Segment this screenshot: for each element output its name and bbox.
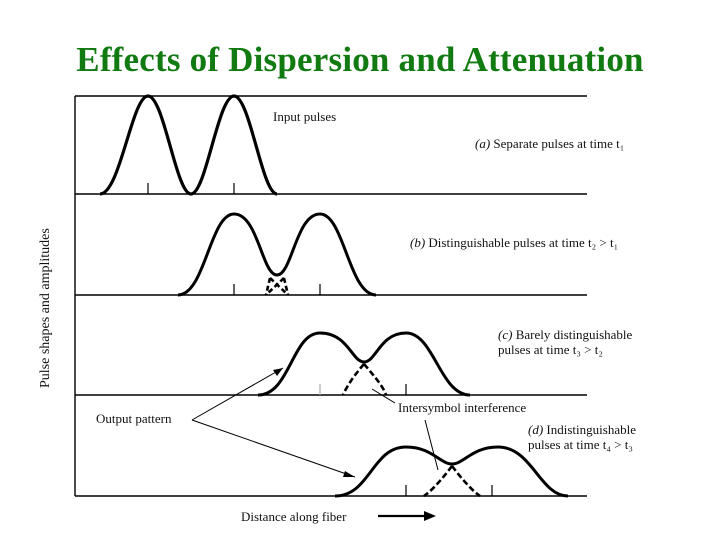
panel-c-text-1: Barely distinguishable [515, 327, 633, 342]
panel-d-tag: (d) [528, 422, 544, 437]
panel-b-overlap [264, 277, 290, 296]
panel-d-text-1: Indistinguishable [546, 422, 636, 437]
input-pulses-label: Input pulses [273, 109, 337, 124]
panel-a-tag: (a) [475, 136, 491, 151]
panel-a-text: Separate pulses at time t₁ [493, 136, 625, 151]
panel-c-text-2: pulses at time t₃ > t₂ [498, 342, 603, 357]
panel-d-text-2: pulses at time t₄ > t₃ [528, 437, 633, 452]
panel-c-overlap [341, 363, 388, 396]
intersymbol-label: Intersymbol interference [398, 400, 527, 415]
panel-b-text: Distinguishable pulses at time t₂ > t₁ [428, 235, 619, 250]
slide-title: Effects of Dispersion and Attenuation [76, 40, 644, 79]
panel-d-overlap [423, 465, 481, 498]
panel-c-pulses [257, 331, 471, 397]
panel-b-pulses [177, 212, 377, 297]
y-axis-label: Pulse shapes and amplitudes [38, 228, 53, 388]
panel-a-pulses [99, 94, 278, 196]
panel-c-tag: (c) [498, 327, 513, 342]
x-axis-label: Distance along fiber [241, 509, 347, 524]
arrowhead-icons [273, 368, 355, 477]
panel-c-caption: (c) Barely distinguishable pulses at tim… [498, 327, 632, 357]
panel-b-caption: (b) Distinguishable pulses at time t₂ > … [410, 235, 618, 250]
panel-d-caption: (d) Indistinguishable pulses at time t₄ … [528, 422, 636, 452]
panel-frame [74, 95, 587, 497]
intersymbol-pointers [371, 388, 439, 471]
output-pattern-pointers [191, 367, 356, 478]
output-pattern-label: Output pattern [96, 411, 172, 426]
panel-b-tag: (b) [410, 235, 426, 250]
panel-d-pulses [334, 445, 569, 498]
panel-a-caption: (a) Separate pulses at time t₁ [475, 136, 624, 151]
tick-marks [147, 183, 493, 496]
distance-arrow-icon [378, 511, 436, 521]
